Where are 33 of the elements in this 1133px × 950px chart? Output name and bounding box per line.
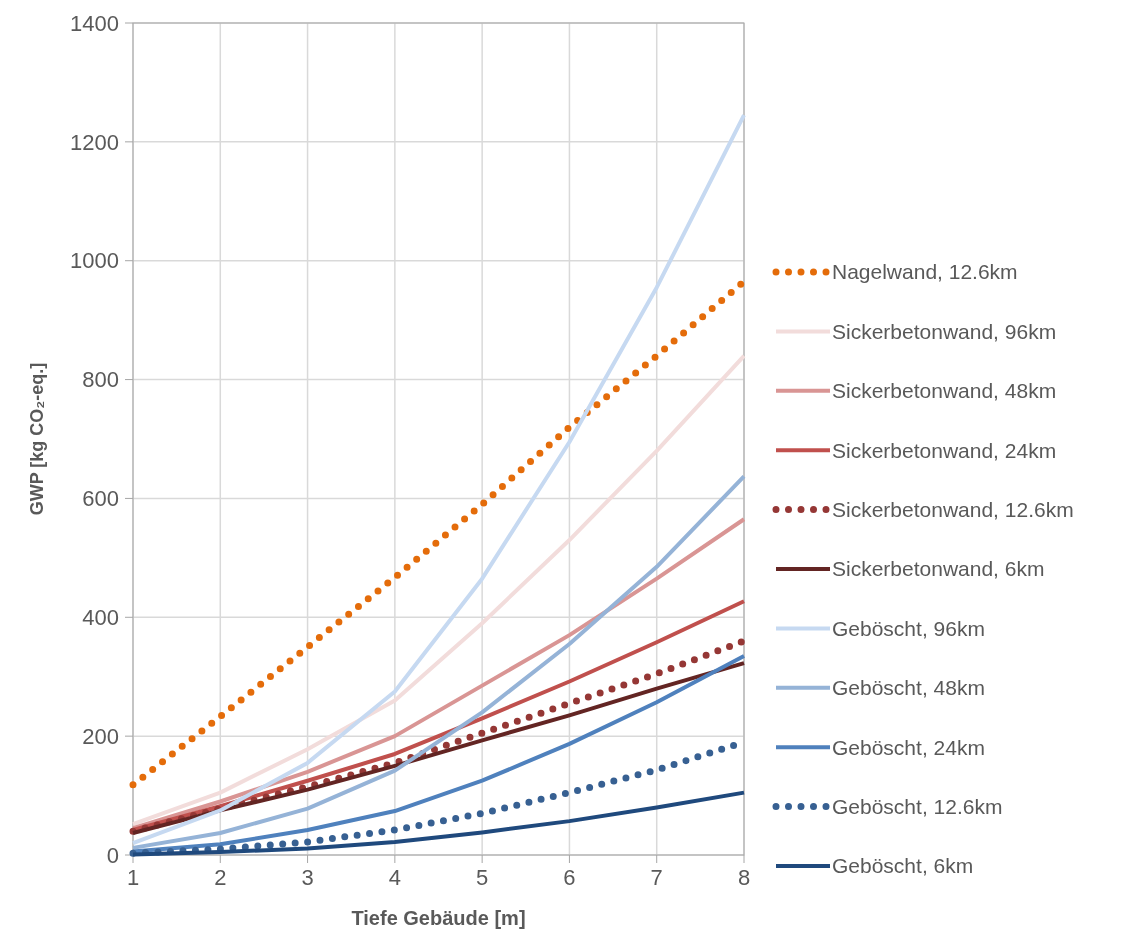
y-tick-label: 800 — [82, 367, 119, 393]
x-tick-label: 2 — [214, 865, 227, 890]
y-tick-label: 400 — [82, 604, 119, 630]
legend-label: Geböscht, 48km — [832, 676, 985, 700]
legend-label: Sickerbetonwand, 12.6km — [832, 497, 1074, 521]
line-series — [131, 517, 746, 831]
legend-label: Sickerbetonwand, 96km — [832, 319, 1057, 343]
legend-label: Sickerbetonwand, 24km — [832, 438, 1057, 462]
line-series — [131, 353, 746, 827]
y-tick-label: 1000 — [70, 248, 119, 274]
x-axis-title: Tiefe Gebäude [m] — [351, 907, 526, 929]
y-tick-label: 200 — [82, 723, 119, 749]
legend-label: Geböscht, 12.6km — [832, 794, 1003, 818]
y-tick-label: 1400 — [70, 10, 119, 36]
y-tick-label: 1200 — [70, 129, 119, 155]
y-axis-title: GWP [kg CO₂-eq.] — [27, 362, 47, 516]
x-tick-label: 4 — [388, 865, 401, 890]
x-tick-label: 5 — [476, 865, 489, 890]
x-tick-label: 7 — [650, 865, 663, 890]
line-series — [131, 113, 746, 846]
x-tick-label: 3 — [301, 865, 314, 890]
x-tick-label: 8 — [737, 865, 751, 890]
x-tick-label: 1 — [126, 865, 140, 890]
y-tick-label: 0 — [106, 842, 119, 868]
x-tick-label: 6 — [563, 865, 576, 890]
y-tick-label: 600 — [82, 486, 119, 512]
legend-label: Nagelwand, 12.6km — [832, 260, 1018, 284]
legend-label: Sickerbetonwand, 48km — [832, 379, 1057, 403]
legend-label: Geböscht, 6km — [832, 854, 974, 878]
legend-label: Geböscht, 24km — [832, 735, 985, 759]
line-series — [131, 474, 746, 850]
legend-label: Geböscht, 96km — [832, 616, 985, 640]
legend-label: Sickerbetonwand, 6km — [832, 557, 1045, 581]
